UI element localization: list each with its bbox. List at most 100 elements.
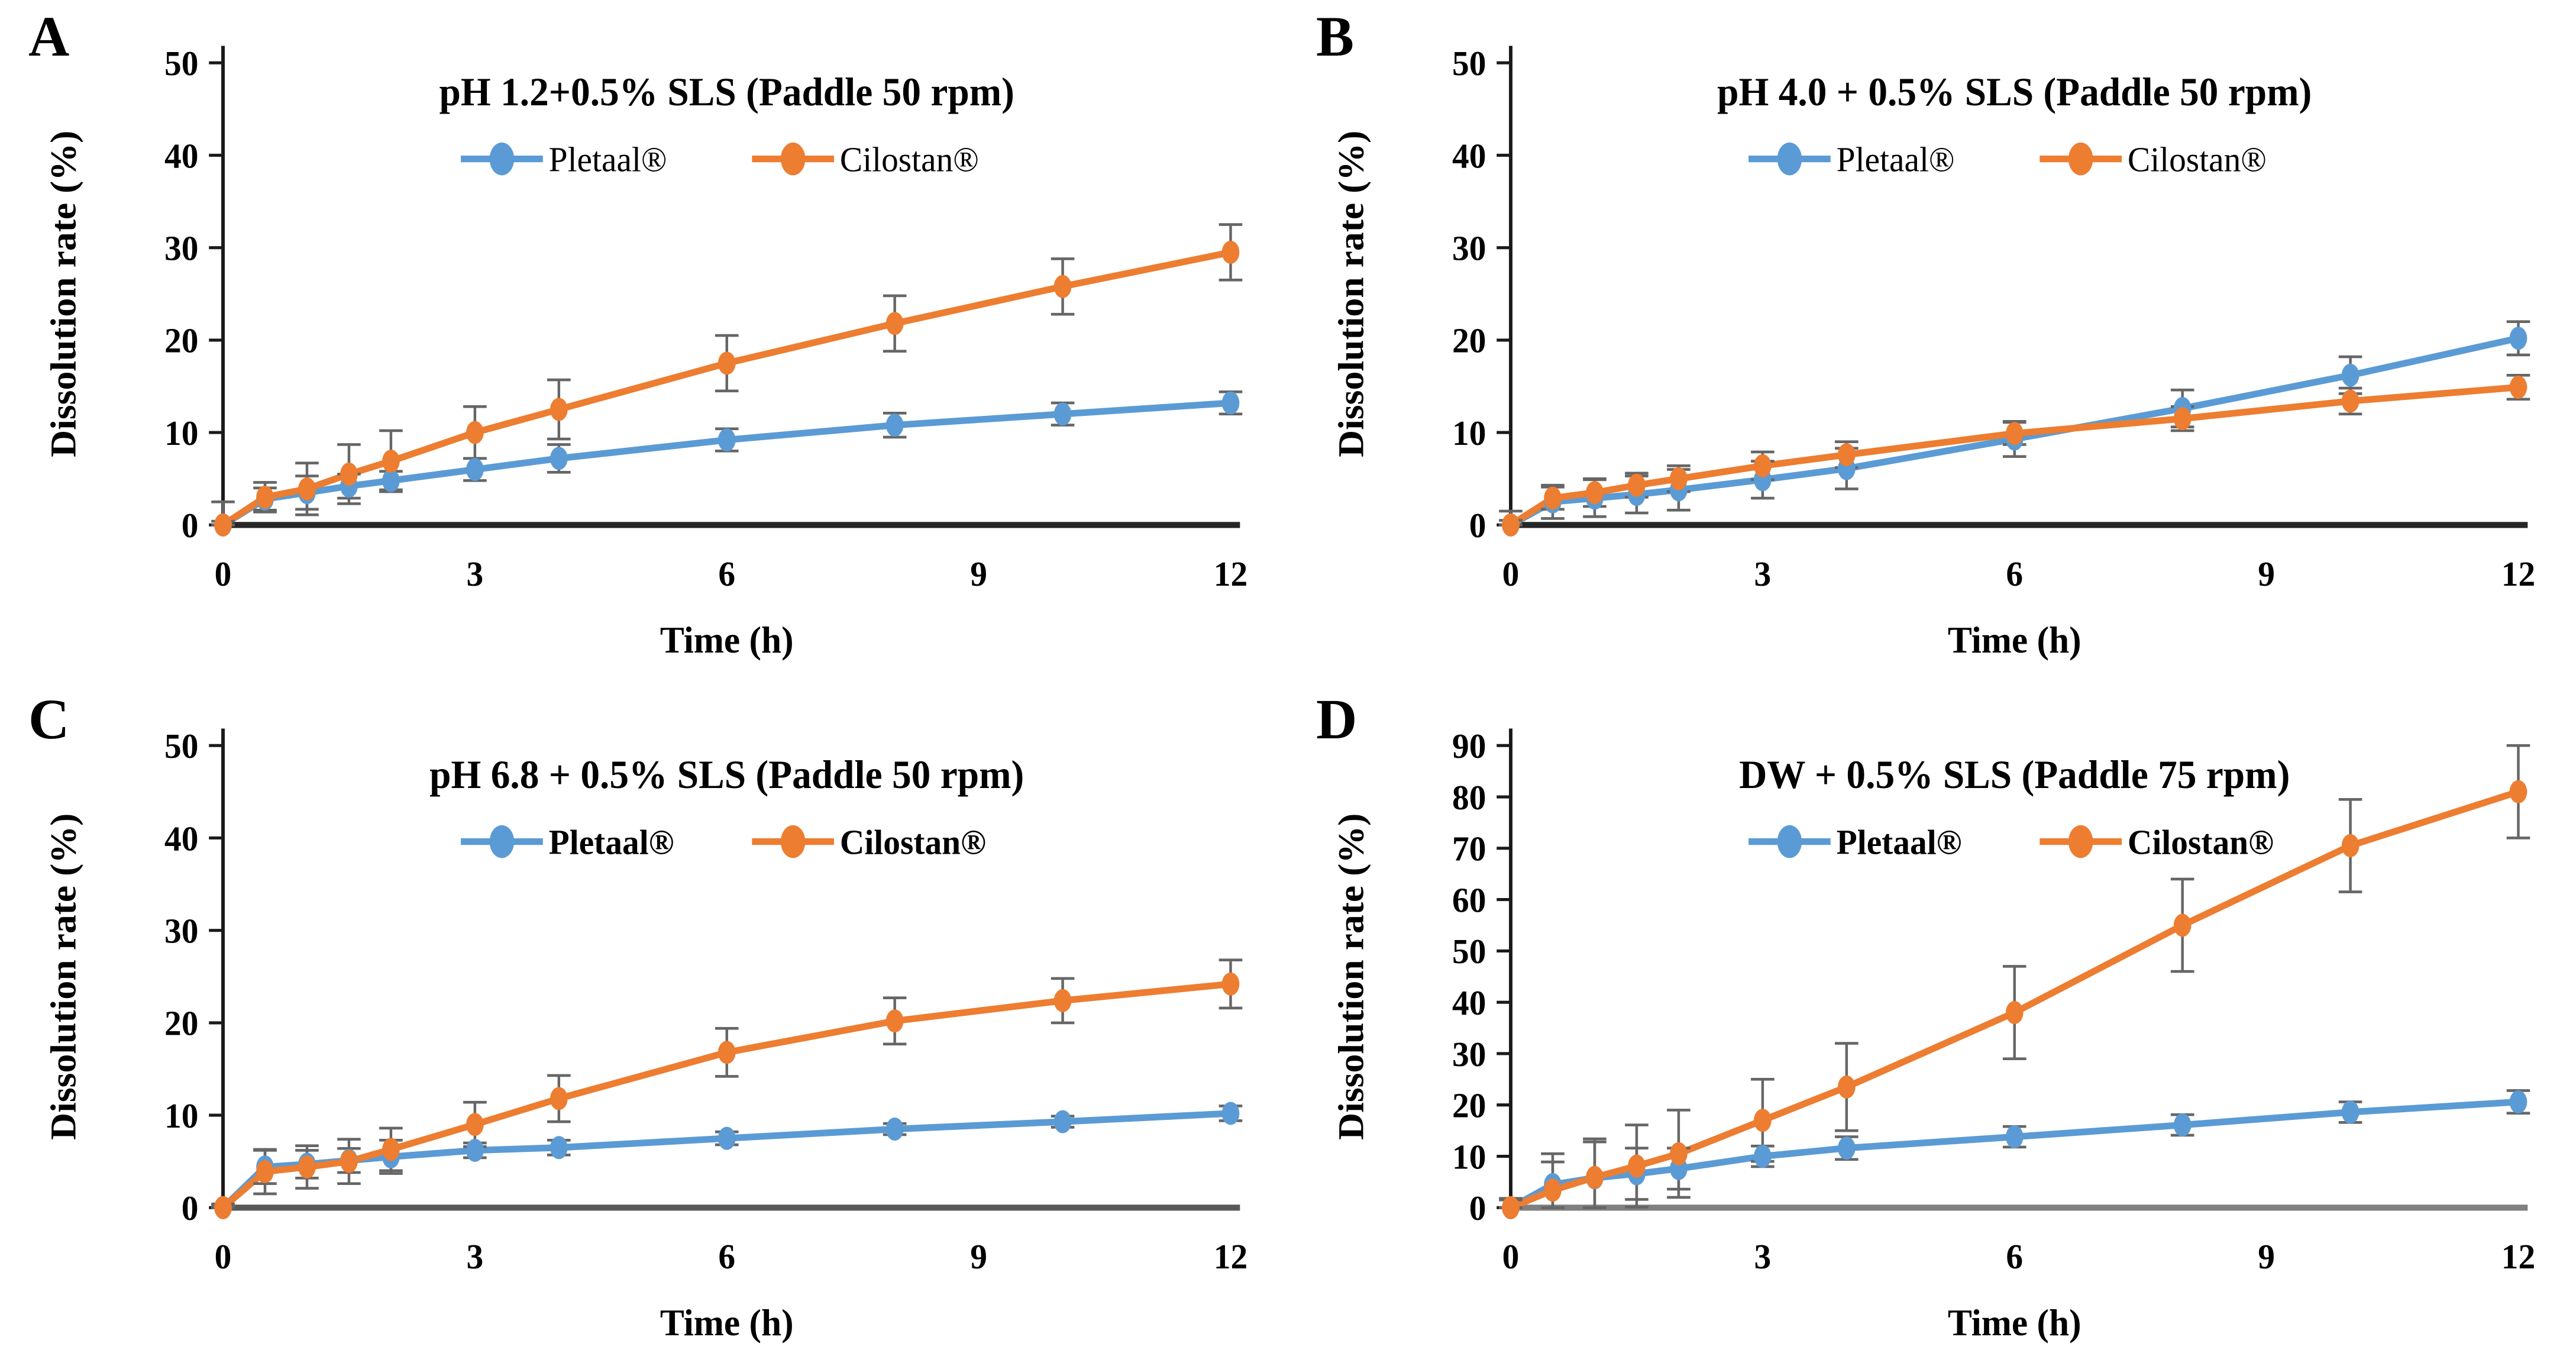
- data-point: [382, 450, 400, 473]
- legend-label: Pletaal®: [549, 823, 674, 862]
- y-tick-label: 10: [164, 414, 198, 453]
- x-tick-label: 3: [1754, 554, 1772, 593]
- y-tick-label: 50: [164, 726, 198, 766]
- data-point: [1544, 1178, 1562, 1202]
- legend-label: Pletaal®: [1837, 823, 1962, 862]
- data-point: [1586, 481, 1604, 505]
- legend-item-pletaal: Pletaal®: [461, 140, 667, 179]
- data-point: [885, 1009, 904, 1033]
- data-point: [1837, 1136, 1856, 1160]
- panel-B: B 0 10 20 30 40 50 0 3 6 9 12 Time (h) Dissolution r…: [1288, 0, 2576, 683]
- x-tick-label: 12: [1214, 1237, 1247, 1276]
- panel-A: A 0 10 20 30 40 50 0 3 6 9 12 Time (h) Dissolution r…: [0, 0, 1288, 683]
- data-point: [1502, 513, 1520, 537]
- data-point: [340, 1149, 358, 1173]
- data-point: [1628, 473, 1646, 497]
- data-point: [2341, 834, 2360, 857]
- chart-D-dissolution-dw: 0 10 20 30 40 50 60 70 80 90 0 3 6 9 12 Time (h) Dissolu…: [1330, 726, 2535, 1344]
- legend-label: Cilostan®: [2128, 823, 2274, 862]
- data-point: [2341, 363, 2360, 387]
- data-point: [214, 1196, 232, 1219]
- x-tick-label: 0: [1502, 554, 1520, 593]
- legend-point-marker: [2068, 142, 2093, 176]
- data-point: [717, 351, 736, 375]
- data-point: [1221, 972, 1240, 996]
- data-point: [2509, 780, 2527, 803]
- x-tick-label: 9: [2258, 1237, 2275, 1276]
- y-tick-label: 20: [1452, 1086, 1486, 1125]
- panel-letter-C: C: [28, 687, 70, 751]
- data-point: [466, 1113, 484, 1136]
- y-tick-label: 50: [164, 44, 198, 83]
- data-point: [1053, 989, 1072, 1012]
- data-point: [2173, 407, 2192, 431]
- data-point: [298, 1155, 316, 1179]
- x-axis-title: Time (h): [1948, 619, 2082, 661]
- data-point: [1586, 1165, 1604, 1189]
- y-tick-label: 30: [164, 912, 198, 951]
- chart-B-dissolution-ph4-0: 0 10 20 30 40 50 0 3 6 9 12 Time (h) Dissolution rat…: [1330, 44, 2535, 661]
- data-point: [1754, 1145, 1772, 1168]
- data-point: [1837, 443, 1856, 467]
- legend-item-cilostan: Cilostan®: [752, 823, 986, 862]
- legend-item-cilostan: Cilostan®: [2040, 140, 2267, 179]
- series-line-pletaal: [1507, 1098, 2522, 1211]
- y-tick-label: 50: [1452, 932, 1486, 971]
- data-point: [885, 1118, 904, 1141]
- data-point: [466, 1138, 484, 1162]
- series-markers-cilostan: [214, 972, 1240, 1219]
- data-point: [2173, 1113, 2192, 1137]
- x-tick-label: 0: [215, 554, 232, 593]
- panel-letter-D: D: [1316, 687, 1358, 751]
- x-tick-label: 6: [718, 1237, 735, 1276]
- legend-item-pletaal: Pletaal®: [461, 823, 674, 862]
- y-tick-label: 40: [1452, 983, 1486, 1022]
- x-axis-title: Time (h): [660, 619, 794, 661]
- data-point: [550, 447, 568, 470]
- y-tick-label: 0: [182, 1189, 199, 1228]
- data-point: [256, 1160, 274, 1183]
- data-point: [1053, 402, 1072, 426]
- data-point: [1754, 1109, 1772, 1132]
- panel-C: C 0 10 20 30 40 50 0 3 6 9 12 Time (h) Dissolution r…: [0, 683, 1288, 1366]
- legend-point-marker: [1777, 142, 1802, 176]
- data-point: [298, 477, 316, 500]
- panel-letter-B: B: [1316, 5, 1355, 68]
- data-point: [1221, 240, 1240, 264]
- data-point: [256, 485, 274, 509]
- data-point: [2005, 422, 2024, 445]
- legend-point-marker: [780, 142, 806, 176]
- y-tick-label: 10: [1452, 1137, 1486, 1176]
- data-point: [1754, 454, 1772, 477]
- chart-title: DW + 0.5% SLS (Paddle 75 rpm): [1739, 753, 2290, 797]
- y-tick-label: 30: [1452, 1035, 1486, 1074]
- legend-label: Pletaal®: [1837, 140, 1955, 179]
- legend-label: Pletaal®: [549, 140, 667, 179]
- y-tick-label: 20: [164, 1004, 198, 1043]
- y-tick-label: 0: [182, 506, 199, 545]
- chart-title: pH 1.2+0.5% SLS (Paddle 50 rpm): [439, 70, 1014, 114]
- data-point: [466, 421, 484, 444]
- series-markers-cilostan: [214, 240, 1240, 537]
- x-tick-label: 6: [2006, 554, 2023, 593]
- x-tick-label: 3: [1754, 1237, 1772, 1276]
- y-axis-title: Dissolution rate (%): [43, 813, 83, 1140]
- data-point: [2005, 1001, 2024, 1025]
- panel-letter-A: A: [28, 5, 70, 68]
- x-tick-label: 3: [467, 1237, 484, 1276]
- x-tick-label: 0: [1502, 1237, 1520, 1276]
- data-point: [717, 1126, 736, 1150]
- y-axis-title: Dissolution rate (%): [43, 131, 83, 457]
- data-point: [2509, 1090, 2527, 1114]
- series-markers-cilostan: [1502, 376, 2527, 537]
- data-point: [1221, 1102, 1240, 1125]
- data-point: [1544, 486, 1562, 510]
- data-point: [550, 1087, 568, 1110]
- y-tick-label: 50: [1452, 44, 1486, 83]
- data-point: [382, 1138, 400, 1161]
- data-point: [2341, 389, 2360, 413]
- y-tick-label: 60: [1452, 881, 1486, 920]
- series-line-cilostan: [219, 980, 1234, 1211]
- y-axis-title: Dissolution rate (%): [1330, 131, 1371, 457]
